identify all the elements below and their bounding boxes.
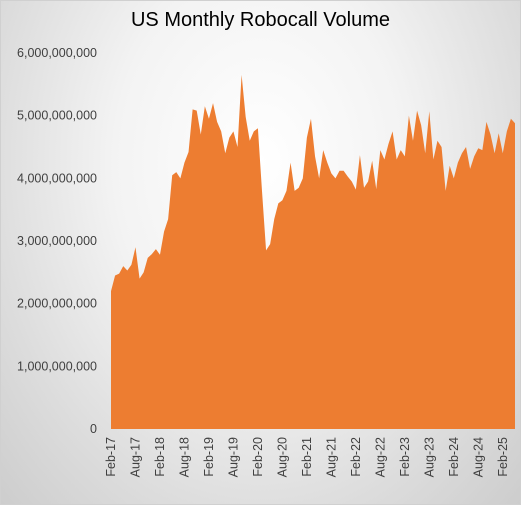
x-tick-label: Aug-23 [422, 437, 436, 477]
y-tick-label: 2,000,000,000 [17, 297, 97, 311]
x-tick-label: Feb-25 [496, 437, 510, 477]
chart-title: US Monthly Robocall Volume [130, 9, 390, 31]
x-tick-label: Feb-17 [104, 437, 118, 477]
x-tick-label: Feb-18 [153, 437, 167, 477]
x-tick-label: Feb-19 [202, 437, 216, 477]
y-tick-label: 5,000,000,000 [17, 109, 97, 123]
x-tick-label: Aug-19 [226, 437, 240, 477]
x-tick-label: Aug-17 [128, 437, 142, 477]
x-tick-label: Aug-18 [177, 437, 191, 477]
y-tick-label: 1,000,000,000 [17, 359, 97, 373]
y-tick-label: 0 [90, 422, 97, 436]
x-tick-label: Aug-21 [324, 437, 338, 477]
x-tick-label: Aug-20 [275, 437, 289, 477]
y-tick-label: 3,000,000,000 [17, 234, 97, 248]
area-series [111, 74, 515, 430]
y-tick-label: 4,000,000,000 [17, 171, 97, 185]
x-tick-label: Feb-23 [398, 437, 412, 477]
x-tick-label: Aug-24 [471, 437, 485, 477]
y-axis-ticks: 0 1,000,000,000 2,000,000,000 3,000,000,000… [17, 46, 97, 436]
y-tick-label: 6,000,000,000 [17, 46, 97, 60]
x-tick-label: Feb-21 [300, 437, 314, 477]
x-tick-label: Feb-24 [447, 437, 461, 477]
x-tick-label: Aug-22 [373, 437, 387, 477]
x-tick-label: Feb-20 [251, 437, 265, 477]
x-axis-ticks: Feb-17 Aug-17 Feb-18 Aug-18 Feb-19 Aug-19 Feb-… [104, 437, 510, 477]
area-series-fill [111, 74, 515, 430]
x-tick-label: Feb-22 [349, 437, 363, 477]
